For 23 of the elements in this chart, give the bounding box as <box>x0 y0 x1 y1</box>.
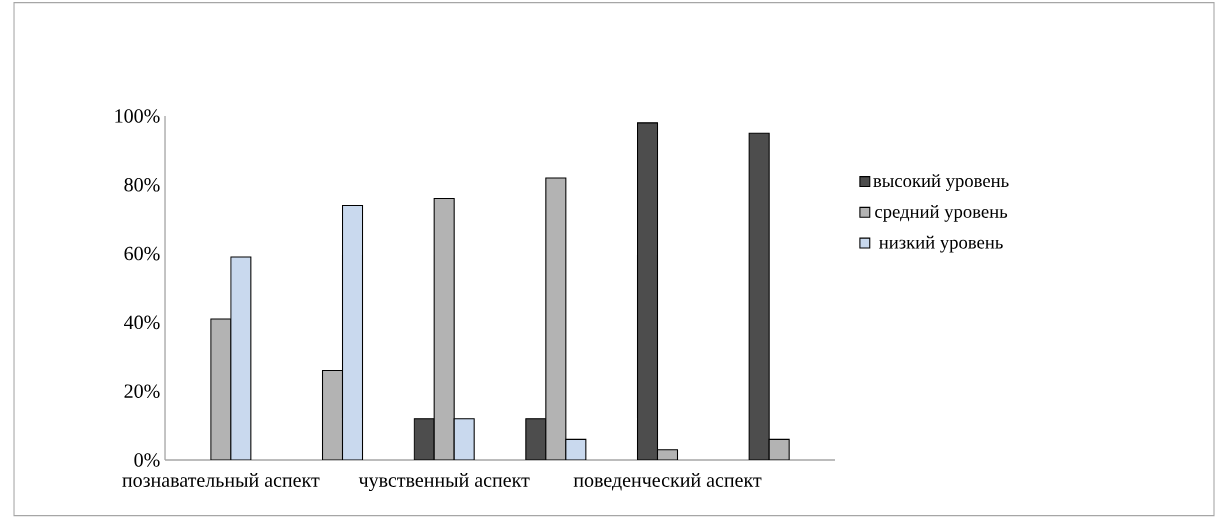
y-tick-label: 20% <box>124 384 160 398</box>
legend-label: средний уровень <box>875 204 1008 222</box>
bar <box>545 177 567 460</box>
bar <box>210 318 232 460</box>
y-tick-label: 100% <box>115 109 160 123</box>
bar <box>413 418 435 460</box>
y-tick-label: 0% <box>134 453 160 467</box>
bar <box>433 198 455 460</box>
bar <box>230 256 252 460</box>
y-tick-label: 40% <box>124 315 160 330</box>
bar <box>453 418 475 460</box>
x-tick-label: чувственный аспект <box>358 473 530 492</box>
legend-label: низкий уровень <box>879 235 1003 253</box>
y-tick-label: 60% <box>124 246 160 261</box>
legend-label: высокий уровень <box>873 174 1009 191</box>
bar <box>748 132 770 460</box>
bar <box>321 370 344 460</box>
x-tick-label: познавательный аспект <box>122 473 320 487</box>
x-tick-label: поведенческий аспект <box>573 473 762 491</box>
bar <box>636 122 659 460</box>
bar <box>525 418 547 460</box>
bar <box>341 204 364 460</box>
y-tick-label: 80% <box>124 178 160 192</box>
